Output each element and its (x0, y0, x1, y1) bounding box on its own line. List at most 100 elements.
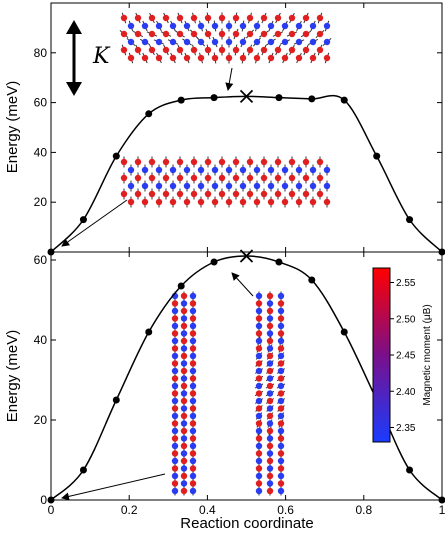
bottom-panel-frame (50, 251, 443, 501)
spin-atom (127, 166, 135, 174)
spin-atom (316, 158, 324, 166)
spin-atom (197, 166, 205, 174)
spin-atom (180, 315, 188, 322)
spin-atom (277, 352, 285, 360)
bottom-ylabel: Energy (meV) (4, 330, 21, 423)
spin-atom (189, 405, 197, 412)
colorbar-tick-label: 2.40 (396, 387, 416, 398)
spin-atom (302, 190, 310, 198)
spin-atom (169, 182, 177, 190)
spin-atom (255, 292, 263, 300)
spin-atom (141, 54, 149, 62)
spin-atom (189, 465, 197, 472)
colorbar: 2.55 2.50 2.45 2.40 2.35 Magnetic moment (μB… (372, 267, 433, 443)
data-point (340, 96, 348, 104)
spin-atom (183, 166, 191, 174)
spin-atom (288, 14, 296, 22)
spin-atom (309, 54, 317, 62)
spin-atom (288, 174, 296, 182)
spin-atom (180, 337, 188, 345)
spin-atom (155, 198, 163, 206)
spin-atom (277, 307, 285, 315)
spin-atom (134, 46, 142, 54)
spin-atom (255, 487, 263, 495)
spin-atom (180, 292, 188, 300)
spin-atom (267, 22, 275, 30)
callout-arrow (231, 272, 254, 297)
spin-atom (266, 457, 274, 465)
spin-atom (260, 174, 268, 182)
spin-atom (176, 30, 184, 38)
spin-atom (189, 382, 197, 390)
spin-atom (255, 397, 263, 405)
spin-atom (162, 158, 170, 166)
data-point (275, 258, 283, 266)
spin-atom (255, 300, 263, 307)
spin-atom (323, 54, 331, 62)
spin-atom (127, 54, 135, 62)
spin-atom (180, 367, 188, 375)
spin-atom (266, 487, 274, 495)
data-point (112, 152, 120, 160)
spin-atom (277, 375, 285, 382)
spin-atom (189, 487, 197, 495)
spin-atom (189, 375, 197, 382)
spin-atom (281, 182, 289, 190)
spin-atom (189, 307, 197, 315)
spin-atom (169, 22, 177, 30)
spin-atom (277, 300, 285, 307)
ytick-label: 20 (34, 413, 48, 427)
spin-atom (171, 472, 179, 480)
top-ticks: 20 40 60 80 (34, 3, 443, 252)
data-point (210, 258, 218, 266)
spin-atom (180, 420, 188, 427)
spin-atom (162, 174, 170, 182)
spin-atom (218, 46, 226, 54)
spin-atom (316, 30, 324, 38)
spin-atom (288, 46, 296, 54)
spin-atom (197, 54, 205, 62)
spin-atom (134, 174, 142, 182)
callout-arrow (61, 199, 128, 247)
spin-atom (277, 330, 285, 337)
spin-atom (197, 198, 205, 206)
spin-atom (141, 166, 149, 174)
spin-atom (323, 182, 331, 190)
spin-atom (253, 22, 261, 30)
spin-atom (246, 30, 254, 38)
spin-atom (309, 198, 317, 206)
spin-atom (218, 158, 226, 166)
spin-atom (127, 198, 135, 206)
spin-atom (316, 14, 324, 22)
top-spin-textures (61, 12, 332, 247)
data-point (275, 94, 283, 102)
spin-atom (274, 158, 282, 166)
energy-curve (50, 94, 443, 253)
spin-atom (255, 337, 263, 345)
spin-atom (277, 450, 285, 457)
spin-atom (260, 46, 268, 54)
spin-atom (246, 190, 254, 198)
spin-atom (302, 174, 310, 182)
spin-atom (171, 337, 179, 345)
spin-atom (120, 190, 128, 198)
spin-atom (225, 54, 233, 62)
spin-atom (141, 198, 149, 206)
spin-atom (295, 22, 303, 30)
colorbar-tick-label: 2.50 (396, 314, 416, 325)
spin-atom (171, 322, 179, 330)
spin-atom (180, 442, 188, 450)
spin-atom (288, 30, 296, 38)
spin-atom (171, 420, 179, 427)
spin-atom (255, 315, 263, 322)
spin-atom (211, 54, 219, 62)
spin-atom (323, 22, 331, 30)
spin-atom (189, 457, 197, 465)
colorbar-tick-label: 2.35 (396, 423, 416, 434)
spin-atom (189, 390, 197, 397)
spin-atom (267, 182, 275, 190)
spin-atom (266, 427, 274, 435)
spin-atom (189, 345, 197, 352)
top-panel-frame (50, 2, 443, 253)
spin-atom (266, 435, 274, 442)
